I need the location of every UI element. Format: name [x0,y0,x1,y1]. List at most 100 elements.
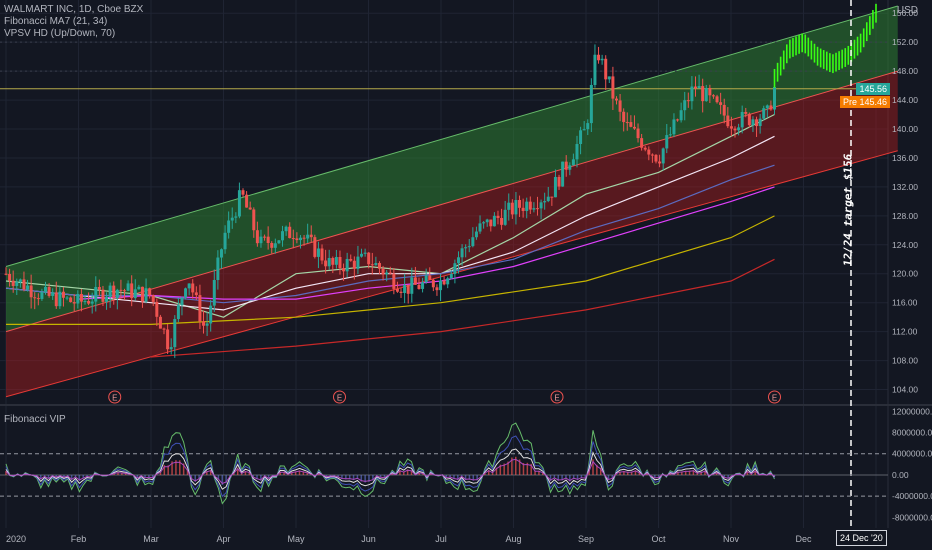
candle-body [130,283,134,299]
earnings-circle [550,390,564,404]
candle-body [11,280,15,286]
candle-body [449,273,453,279]
candle-body [327,258,331,267]
subpane-title[interactable]: Fibonacci VIP [4,414,66,425]
candle-body [672,119,676,135]
candle-body [216,257,220,280]
price-axis-label: 156.00 [892,8,918,18]
candle-body [51,292,55,296]
candle-body [737,127,741,131]
channel-lower-line [5,150,898,398]
candle-body [367,252,371,265]
candle-body [722,104,726,116]
candle-body [428,275,432,280]
candle-body [123,290,127,292]
candle-body [277,240,281,244]
candle-body [133,289,137,299]
chart-legend: WALMART INC, 1D, Cboe BZX Fibonacci MA7 … [4,4,143,40]
candles [4,44,776,358]
candle-body [755,119,759,127]
candle-body [162,328,166,330]
candle-body [693,86,697,89]
candle-body [679,110,683,121]
candle-body [320,248,324,261]
candle-body [115,289,119,298]
candle-body [417,284,421,289]
price-axis-label: 104.00 [892,385,918,395]
pre-price-tag: Pre 145.46 [839,95,890,108]
vip-axis-label: -4000000.00 [892,491,932,501]
candle-body [711,95,715,97]
candle-body [223,232,227,250]
candle-body [252,209,256,231]
candle-body [360,253,364,257]
candle-body [543,201,547,203]
indicator-fibonacci-ma7[interactable]: Fibonacci MA7 (21, 34) [4,16,108,27]
candle-body [288,226,292,239]
candle-body [33,297,37,299]
time-axis-label: Feb [71,534,87,544]
candle-body [273,243,277,248]
vip-axis-label: 12000000.00 [892,406,932,416]
candle-body [482,222,486,224]
price-axis-label: 116.00 [892,298,918,308]
candle-body [334,256,338,265]
candle-body [474,231,478,238]
candle-body [212,279,216,306]
candle-body [266,236,270,244]
target-annotation: 12/24 target $156 [841,153,855,267]
earnings-label: E [112,394,117,403]
candle-body [97,286,101,290]
indicator-vpsv-hd[interactable]: VPSV HD (Up/Down, 70) [4,28,116,39]
candle-body [155,301,159,317]
candle-body [58,291,62,307]
time-axis-label: 2020 [6,534,26,544]
candle-body [579,130,583,145]
candle-body [485,219,489,223]
moving-average-line [5,135,775,311]
candle-body [431,279,435,288]
time-axis-label: Sep [578,534,594,544]
candle-body [528,201,532,210]
candle-body [618,100,622,112]
candle-body [439,280,443,291]
candle-body [94,286,98,302]
price-axis-label: 148.00 [892,66,918,76]
candle-body [546,196,550,202]
candle-body [26,285,30,290]
price-axis-label: 152.00 [892,37,918,47]
candle-body [331,258,335,265]
candle-body [514,200,518,215]
channel-upper-fill [6,6,898,332]
candle-body [399,291,403,293]
candle-body [586,123,590,130]
candle-body [625,122,629,124]
candle-body [729,126,733,129]
candle-body [492,215,496,227]
candle-body [187,283,191,289]
candle-body [356,256,360,269]
candle-body [54,292,58,307]
time-axis-label: Oct [651,534,666,544]
candle-body [532,208,536,210]
candle-body [4,273,8,275]
candle-body [198,295,202,322]
candle-body [349,258,353,261]
candle-body [166,329,170,350]
candle-body [410,277,414,294]
time-axis-label: Apr [216,534,230,544]
candle-body [363,252,367,254]
candle-body [295,238,299,241]
price-axis-label: 124.00 [892,240,918,250]
candle-body [665,135,669,149]
candle-body [521,207,525,211]
symbol-title[interactable]: WALMART INC, 1D, Cboe BZX [4,4,144,15]
candle-body [324,260,328,267]
candle-body [126,283,130,291]
candle-body [76,293,80,304]
candle-body [395,288,399,292]
candle-body [176,305,180,320]
candle-body [557,176,561,187]
candle-body [640,138,644,148]
